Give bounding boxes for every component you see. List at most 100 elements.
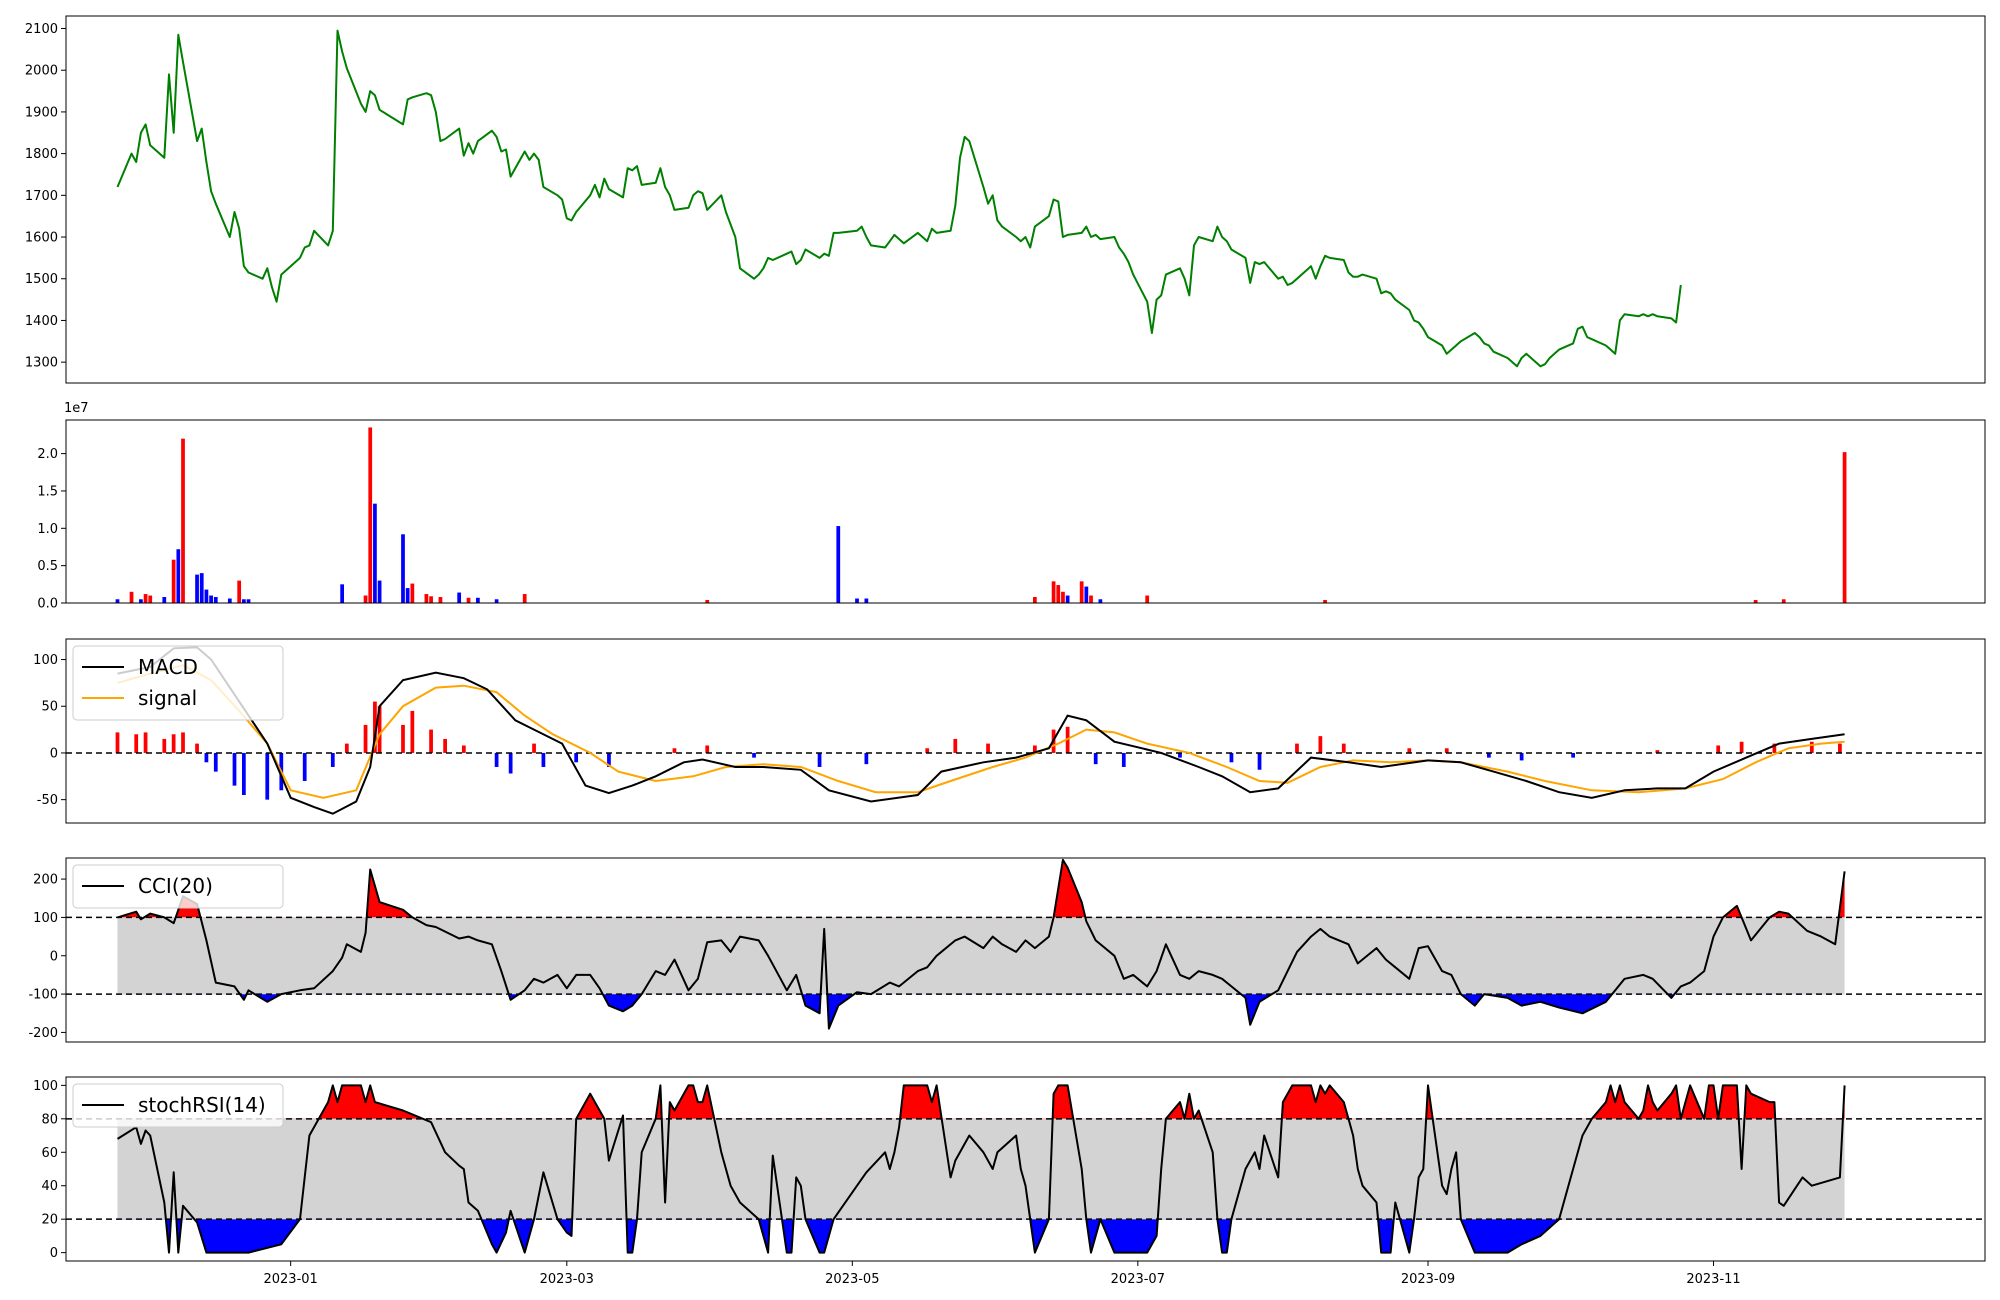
- volume-panel-y-axis: 0.0 0.5 1.0 1.5 2.0: [37, 447, 66, 612]
- volume-bar: [171, 559, 176, 603]
- y-tick-label: 1.5: [37, 484, 58, 499]
- volume-bar: [705, 600, 710, 603]
- macd-histogram-bar: [1809, 741, 1814, 753]
- volume-bar: [1098, 599, 1103, 603]
- macd-histogram-bar: [508, 752, 513, 774]
- macd-histogram-bar: [1838, 743, 1842, 753]
- volume-bar: [176, 549, 181, 603]
- volume-bar: [429, 596, 433, 603]
- volume-bar: [1753, 600, 1758, 603]
- macd-histogram-bar: [213, 752, 218, 772]
- x-tick-label: 2023-01: [263, 1272, 317, 1287]
- volume-bars: [115, 427, 1847, 603]
- legend-label-stochrsi: stochRSI(14): [138, 1093, 266, 1117]
- macd-histogram-bar: [143, 732, 148, 753]
- y-tick-label: 2.0: [37, 447, 58, 462]
- volume-bar: [368, 427, 373, 603]
- stochrsi-panel-legend: stochRSI(14): [72, 1083, 284, 1128]
- x-tick-label: 2023-03: [540, 1272, 594, 1287]
- volume-bar: [115, 599, 120, 603]
- volume-bar: [401, 534, 405, 603]
- macd-histogram-bar: [1178, 752, 1182, 758]
- volume-bar: [1842, 452, 1847, 603]
- y-tick-label: 0: [50, 949, 58, 964]
- macd-panel-frame: [65, 638, 1986, 824]
- volume-bar: [1089, 595, 1093, 603]
- macd-histogram-bar: [1716, 745, 1721, 753]
- macd-histogram-bar: [162, 738, 167, 753]
- signal-line: [117, 664, 1845, 799]
- y-tick-label: 60: [41, 1146, 58, 1161]
- legend-box: [72, 645, 284, 721]
- legend-label-signal: signal: [138, 686, 197, 710]
- y-tick-label: 40: [41, 1179, 58, 1194]
- y-tick-label: 1500: [25, 272, 58, 287]
- y-tick-label: 20: [41, 1213, 58, 1228]
- macd-panel-legend: MACD signal: [72, 645, 284, 721]
- volume-bar: [204, 589, 209, 603]
- cci-panel-legend: CCI(20): [72, 864, 284, 909]
- macd-histogram-bar: [443, 738, 447, 753]
- macd-histogram-bar: [401, 724, 405, 753]
- macd-histogram-bar: [1655, 750, 1660, 753]
- y-tick-label: 200: [33, 873, 58, 888]
- volume-bar: [405, 588, 410, 603]
- y-tick-label: 0: [50, 746, 58, 761]
- macd-histogram-bar: [302, 752, 307, 781]
- macd-histogram-bar: [1257, 752, 1262, 770]
- macd-histogram-bar: [171, 734, 176, 753]
- volume-bar: [864, 598, 869, 603]
- volume-panel-frame: [65, 419, 1986, 604]
- y-tick-label: 80: [41, 1112, 58, 1127]
- y-tick-label: 100: [33, 1079, 58, 1094]
- cci-panel-frame: [65, 857, 1986, 1043]
- volume-bar: [1781, 599, 1786, 603]
- stochrsi-panel-frame: [65, 1076, 1986, 1262]
- macd-histogram-bar: [265, 752, 270, 800]
- stochrsi-band: [117, 1118, 1845, 1220]
- macd-histogram-bar: [461, 745, 466, 753]
- legend-label-macd: MACD: [138, 655, 198, 679]
- volume-bar: [373, 503, 377, 603]
- macd-histogram-bar: [1486, 752, 1491, 758]
- volume-bar: [1065, 595, 1070, 603]
- volume-bar: [476, 597, 480, 603]
- volume-bar: [410, 583, 415, 603]
- volume-bar: [457, 592, 462, 603]
- volume-bar: [209, 595, 213, 603]
- volume-bar: [241, 599, 246, 603]
- macd-histogram-bar: [204, 752, 209, 763]
- y-tick-label: 100: [33, 653, 58, 668]
- y-tick-label: 2000: [25, 64, 58, 79]
- macd-histogram-bar: [752, 752, 756, 758]
- volume-bar: [836, 526, 841, 603]
- macd-histogram-bar: [607, 752, 611, 767]
- volume-bar: [246, 599, 251, 603]
- volume-bar: [1079, 581, 1084, 603]
- macd-line: [117, 646, 1845, 815]
- y-tick-label: -100: [28, 988, 58, 1003]
- y-tick-label: 1900: [25, 105, 58, 120]
- macd-histogram-bar: [1772, 743, 1777, 753]
- stochrsi-panel-y-axis: 0 20 40 60 80 100: [33, 1079, 66, 1261]
- volume-bar: [227, 598, 232, 603]
- cci-panel-y-axis: -200 -100 0 100 200: [28, 873, 66, 1041]
- cci-line: [117, 858, 1846, 1030]
- macd-histogram-bar: [864, 752, 869, 765]
- stochrsi-line: [116, 1084, 1846, 1254]
- volume-bar: [181, 438, 185, 603]
- price-line: [116, 29, 1682, 368]
- x-axis: 2023-01 2023-03 2023-05 2023-07 2023-09 2023-…: [263, 1261, 1741, 1287]
- x-tick-label: 2023-07: [1111, 1272, 1165, 1287]
- price-panel-y-axis: 1300 1400 1500 1600 1700 1800 1900 2000 2100: [25, 22, 66, 371]
- volume-bar: [855, 598, 859, 603]
- macd-histogram-bar: [1032, 745, 1037, 753]
- volume-bar: [148, 595, 153, 603]
- legend-box: [72, 1083, 284, 1128]
- y-tick-label: 1700: [25, 189, 58, 204]
- volume-bar: [438, 597, 443, 603]
- volume-bar: [1051, 581, 1056, 603]
- macd-histogram-bar: [1318, 736, 1323, 753]
- macd-histogram-bar: [1295, 743, 1299, 753]
- volume-offset-label: 1e7: [64, 401, 89, 416]
